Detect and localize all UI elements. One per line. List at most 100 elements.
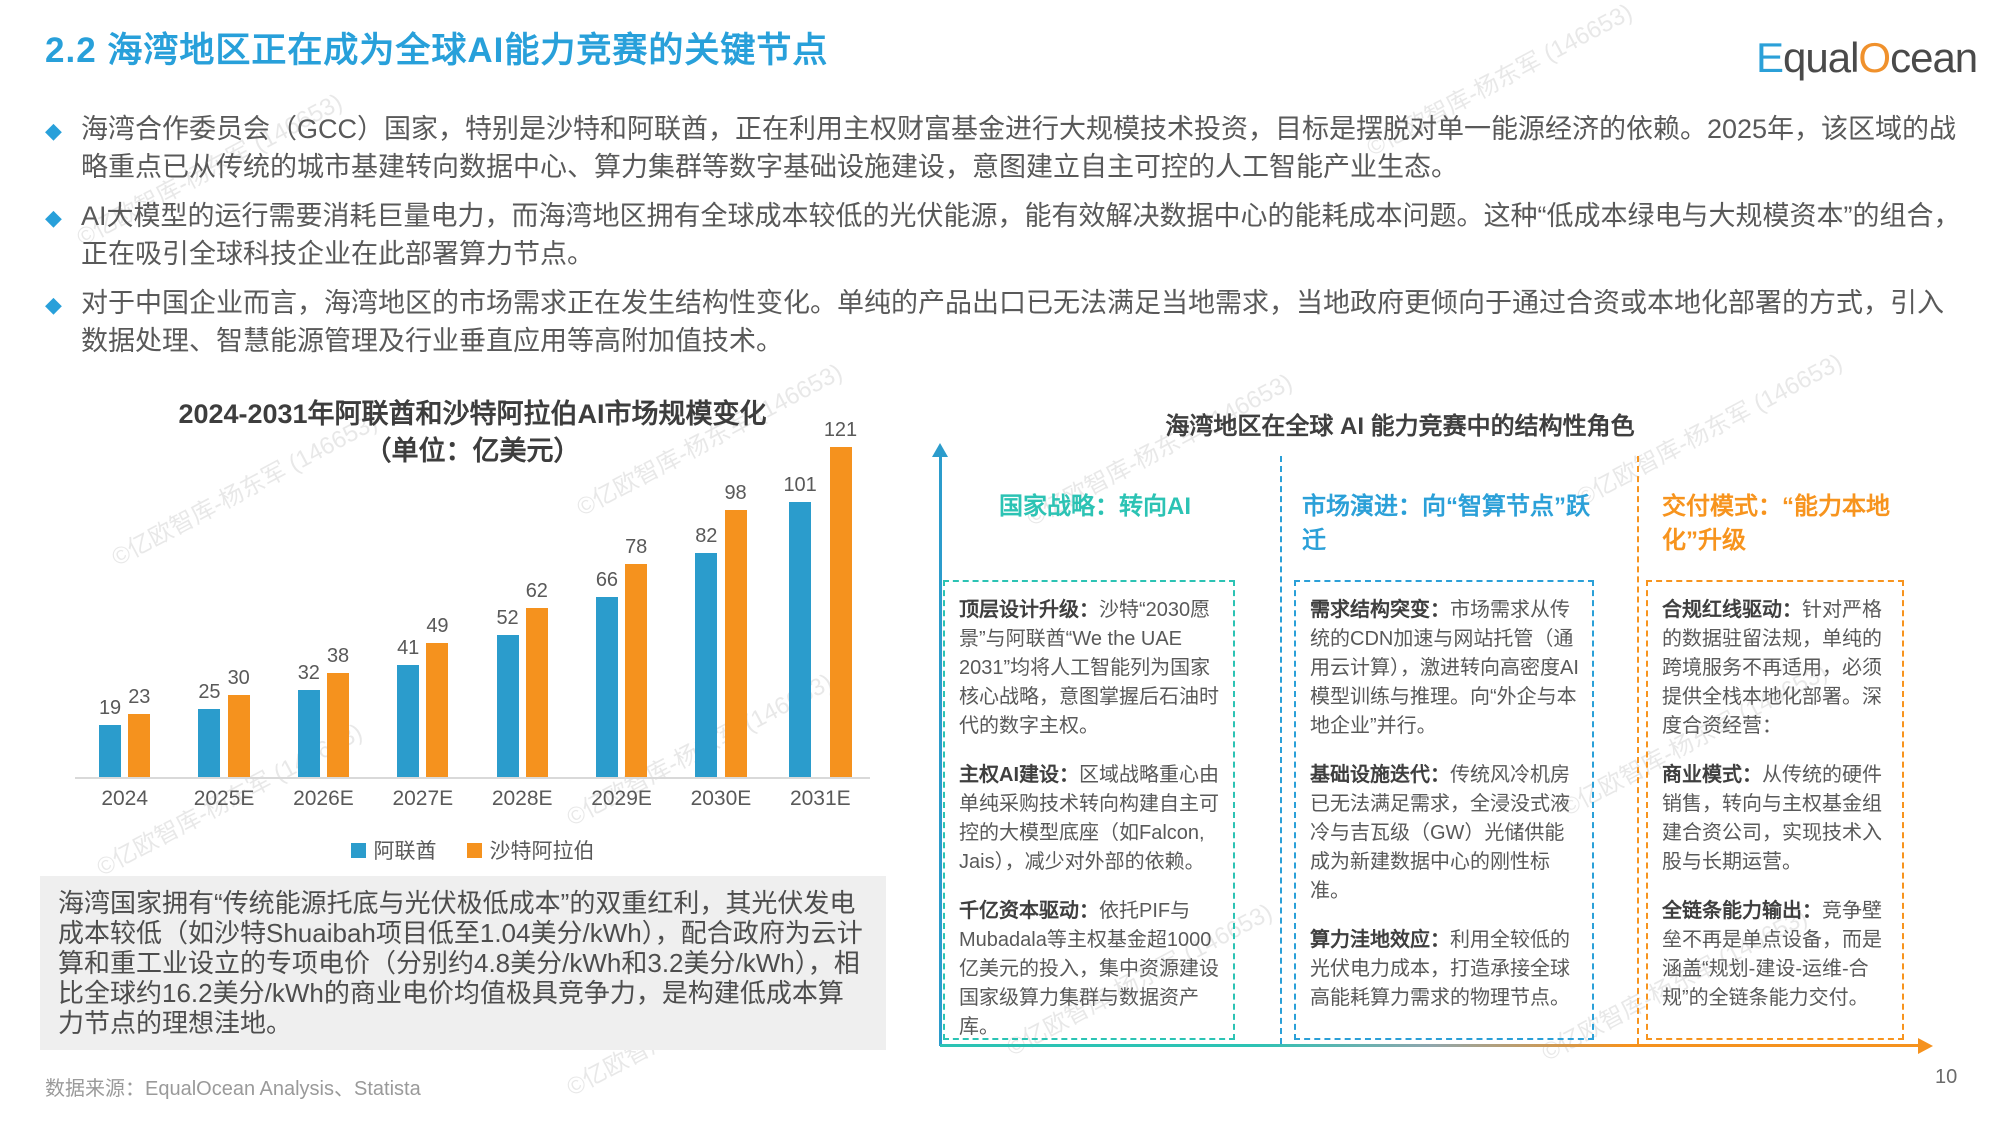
bar-value-label: 52 — [496, 607, 519, 629]
diagram-item-label: 需求结构突变： — [1310, 599, 1450, 621]
legend-swatch-icon — [466, 842, 482, 858]
bullet-list: ◆ 海湾合作委员会（GCC）国家，特别是沙特和阿联酋，正在利用主权财富基金进行大规… — [45, 110, 1963, 371]
bullet-diamond-icon: ◆ — [45, 292, 62, 317]
diagram-item-label: 基础设施迭代： — [1310, 764, 1450, 786]
bar-saudi — [525, 608, 548, 777]
bar-uae — [99, 725, 122, 777]
bar-uae — [695, 553, 718, 777]
bar-saudi — [327, 673, 350, 777]
diagram-item-text: 从传统的硬件销售，转向与主权基金组建合资公司，实现技术入股与长期运营。 — [1662, 764, 1882, 873]
bar-uae — [789, 502, 812, 777]
diagram-box-paragraph: 合规红线驱动：针对严格的数据驻留法规，单纯的跨境服务不再适用，必须提供全栈本地化… — [1662, 596, 1890, 741]
bar-group: 101 121 — [771, 419, 870, 777]
logo-part-e: E — [1756, 34, 1784, 81]
diagram-x-axis-arrow-icon — [1918, 1038, 1933, 1054]
bar-saudi — [724, 510, 747, 777]
diagram-item-text: 依托PIF与Mubadala等主权基金超1000亿美元的投入，集中资源建设国家级… — [959, 900, 1219, 1038]
bullet-text: 对于中国企业而言，海湾地区的市场需求正在发生结构性变化。单纯的产品出口已无法满足… — [81, 288, 1944, 356]
bar-group: 19 23 — [75, 445, 174, 777]
x-axis-tick-label: 2024 — [101, 787, 149, 810]
diagram-y-axis-arrow-icon — [932, 443, 948, 457]
bar-uae — [397, 665, 420, 777]
chart-title-line1: 2024-2031年阿联酋和沙特阿拉伯AI市场规模变化 — [178, 399, 767, 429]
diagram-box-paragraph: 顶层设计升级：沙特“2030愿景”与阿联酋“We the UAE 2031”均将… — [959, 596, 1221, 741]
bar-column: 78 — [625, 536, 647, 777]
bar-value-label: 25 — [198, 681, 221, 703]
bar-column: 82 — [695, 525, 717, 777]
bar-value-label: 19 — [98, 697, 122, 719]
diagram-item-label: 千亿资本驱动： — [959, 900, 1099, 922]
bar-value-label: 32 — [297, 662, 320, 684]
diagram-column-header: 市场演进：向“智算节点”跃迁 — [1302, 493, 1590, 554]
bullet-text: AI大模型的运行需要消耗巨量电力，而海湾地区拥有全球成本较低的光伏能源，能有效解… — [81, 201, 1961, 269]
diagram-box-paragraph: 基础设施迭代：传统风冷机房已无法满足需求，全浸没式液冷与吉瓦级（GW）光储供能成… — [1310, 761, 1580, 906]
diagram-item-text: 市场需求从传统的CDN加速与网站托管（通用云计算），激进转向高密度AI模型训练与… — [1310, 599, 1579, 737]
bar-column: 38 — [327, 645, 349, 777]
chart-x-axis-labels: 2024 2025E 2026E 2027E 2028E 2029E 2030E 2031E — [75, 787, 870, 811]
bar-group: 66 78 — [572, 445, 671, 777]
bar-column: 41 — [397, 637, 419, 777]
bar-value-label: 66 — [595, 569, 619, 591]
bullet-item: ◆ 对于中国企业而言，海湾地区的市场需求正在发生结构性变化。单纯的产品出口已无法满… — [45, 284, 1963, 360]
bar-saudi — [128, 714, 151, 777]
x-axis-tick-label: 2029E — [591, 787, 652, 810]
bar-uae — [496, 635, 519, 777]
diagram-divider-orange — [1637, 456, 1639, 1044]
logo-part-o: O — [1858, 34, 1891, 81]
bar-column: 32 — [298, 662, 320, 777]
legend-item: 沙特阿拉伯 — [466, 835, 595, 865]
bar-value-label: 101 — [783, 474, 817, 496]
bar-group: 25 30 — [174, 445, 273, 777]
x-axis-tick-label: 2031E — [789, 787, 851, 810]
page-title: 2.2 海湾地区正在成为全球AI能力竞赛的关键节点 — [45, 31, 829, 70]
x-axis-tick-label: 2026E — [293, 787, 354, 810]
equalocean-logo: EqualOcean — [1756, 34, 1978, 82]
x-axis-tick-label: 2028E — [491, 787, 553, 810]
bar-saudi — [227, 695, 250, 777]
diagram-column: 市场演进：向“智算节点”跃迁需求结构突变：市场需求从传统的CDN加速与网站托管（… — [1294, 478, 1594, 1040]
bullet-diamond-icon: ◆ — [45, 118, 62, 143]
diagram-item-label: 合规红线驱动： — [1662, 599, 1802, 621]
diagram-item-label: 主权AI建设： — [959, 764, 1079, 786]
bar-column: 30 — [228, 667, 250, 777]
bar-group: 41 49 — [373, 445, 472, 777]
bar-column: 49 — [426, 615, 449, 777]
bullet-item: ◆ 海湾合作委员会（GCC）国家，特别是沙特和阿联酋，正在利用主权财富基金进行大规… — [45, 110, 1963, 186]
diagram-item-label: 全链条能力输出： — [1662, 900, 1822, 922]
diagram-divider-blue — [1280, 456, 1282, 1044]
bar-value-label: 41 — [397, 637, 420, 659]
x-axis-tick-label: 2025E — [193, 787, 255, 810]
diagram-box-paragraph: 算力洼地效应：利用全较低的光伏电力成本，打造承接全球高能耗算力需求的物理节点。 — [1310, 926, 1580, 1013]
bar-column: 121 — [824, 419, 857, 777]
bar-uae — [198, 709, 221, 777]
bar-value-label: 23 — [128, 686, 151, 708]
legend-label: 沙特阿拉伯 — [489, 840, 595, 863]
diagram-item-text: 针对严格的数据驻留法规，单纯的跨境服务不再适用，必须提供全栈本地化部署。深度合资… — [1662, 599, 1882, 737]
diagram-column-box: 合规红线驱动：针对严格的数据驻留法规，单纯的跨境服务不再适用，必须提供全栈本地化… — [1646, 580, 1904, 1040]
diagram-item-label: 商业模式： — [1662, 764, 1762, 786]
diagram-x-axis — [940, 1044, 1920, 1047]
legend-item: 阿联酋 — [350, 835, 437, 865]
diagram-column-box: 需求结构突变：市场需求从传统的CDN加速与网站托管（通用云计算），激进转向高密度… — [1294, 580, 1594, 1040]
bar-value-label: 121 — [823, 419, 858, 441]
bar-column: 98 — [724, 482, 747, 777]
x-axis-tick-label: 2030E — [690, 787, 752, 810]
bar-column: 101 — [783, 474, 817, 777]
legend-swatch-icon — [350, 842, 366, 858]
bar-saudi — [426, 643, 449, 777]
bar-value-label: 30 — [227, 667, 250, 689]
diagram-column-header: 国家战略：转向AI — [999, 493, 1191, 520]
x-axis-tick-label: 2027E — [392, 787, 454, 810]
diagram-item-label: 顶层设计升级： — [959, 599, 1099, 621]
diagram-box-paragraph: 商业模式：从传统的硬件销售，转向与主权基金组建合资公司，实现技术入股与长期运营。 — [1662, 761, 1890, 877]
bullet-diamond-icon: ◆ — [45, 205, 62, 230]
bar-value-label: 98 — [724, 482, 747, 504]
highlight-box: 海湾国家拥有“传统能源托底与光伏极低成本”的双重红利，其光伏发电成本较低（如沙特… — [40, 876, 886, 1050]
bar-group: 52 62 — [473, 445, 572, 777]
logo-part-cean: cean — [1890, 34, 1978, 81]
diagram-box-paragraph: 全链条能力输出：竞争壁垒不再是单点设备，而是涵盖“规划-建设-运维-合规”的全链… — [1662, 897, 1890, 1013]
bar-column: 23 — [128, 686, 150, 777]
diagram-item-label: 算力洼地效应： — [1310, 929, 1450, 951]
bar-column: 25 — [198, 681, 221, 777]
